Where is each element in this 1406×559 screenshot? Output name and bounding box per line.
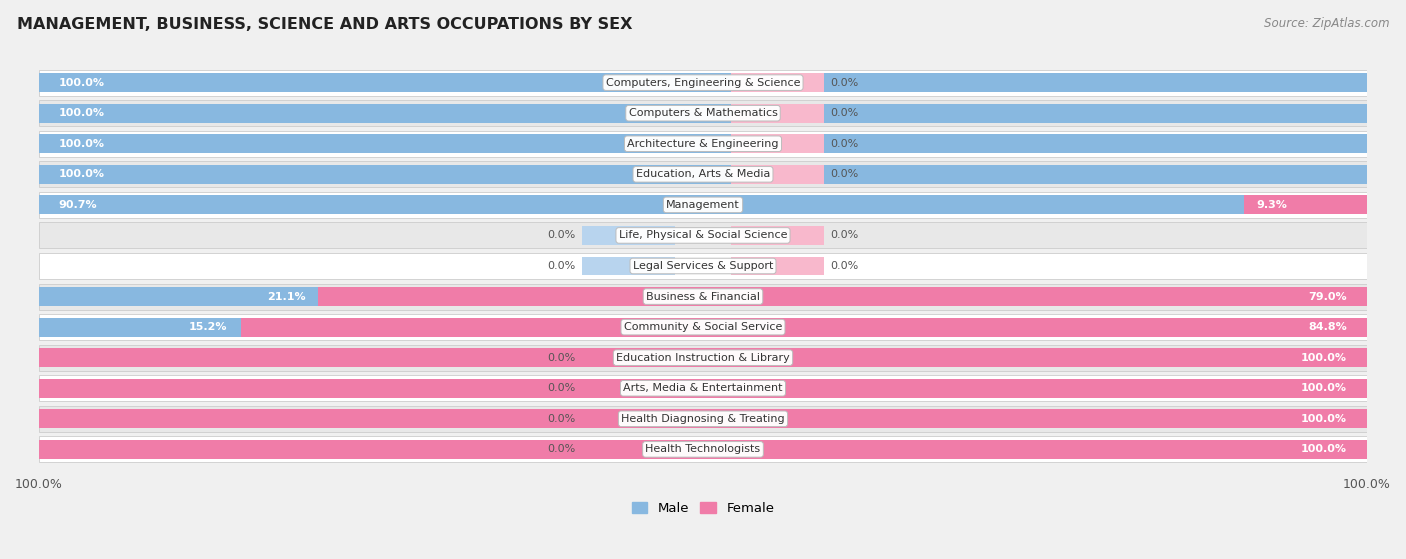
Text: Computers & Mathematics: Computers & Mathematics [628, 108, 778, 118]
Bar [39, 348, 1367, 367]
Text: 0.0%: 0.0% [547, 353, 575, 363]
Text: 0.0%: 0.0% [547, 261, 575, 271]
Bar [39, 379, 1367, 397]
Bar [39, 409, 1367, 428]
Bar [39, 318, 240, 337]
Bar [39, 375, 1367, 401]
Bar [582, 409, 675, 428]
Text: 0.0%: 0.0% [831, 108, 859, 118]
Bar [39, 440, 1367, 459]
Bar [39, 70, 1367, 96]
Bar [39, 192, 1367, 218]
Bar [582, 440, 675, 459]
Text: Health Technologists: Health Technologists [645, 444, 761, 454]
Bar [39, 287, 319, 306]
Text: Business & Financial: Business & Financial [645, 292, 761, 301]
Text: 0.0%: 0.0% [547, 444, 575, 454]
Text: Health Diagnosing & Treating: Health Diagnosing & Treating [621, 414, 785, 424]
Bar [39, 162, 1367, 187]
Text: 90.7%: 90.7% [59, 200, 97, 210]
Bar [582, 348, 675, 367]
Text: 100.0%: 100.0% [59, 169, 105, 179]
Text: Architecture & Engineering: Architecture & Engineering [627, 139, 779, 149]
Bar [731, 134, 824, 153]
Text: Education Instruction & Library: Education Instruction & Library [616, 353, 790, 363]
Text: 0.0%: 0.0% [831, 169, 859, 179]
Bar [39, 314, 1367, 340]
Bar [39, 406, 1367, 432]
Bar [39, 104, 1367, 122]
Bar [1243, 196, 1367, 214]
Bar [582, 257, 675, 276]
Text: 21.1%: 21.1% [267, 292, 307, 301]
Text: Life, Physical & Social Science: Life, Physical & Social Science [619, 230, 787, 240]
Bar [582, 226, 675, 245]
Text: 0.0%: 0.0% [831, 139, 859, 149]
Text: Education, Arts & Media: Education, Arts & Media [636, 169, 770, 179]
Text: 84.8%: 84.8% [1309, 322, 1347, 332]
Text: Arts, Media & Entertainment: Arts, Media & Entertainment [623, 383, 783, 393]
Bar [318, 287, 1367, 306]
Bar [39, 345, 1367, 371]
Text: Management: Management [666, 200, 740, 210]
Text: Source: ZipAtlas.com: Source: ZipAtlas.com [1264, 17, 1389, 30]
Text: 0.0%: 0.0% [547, 383, 575, 393]
Bar [731, 104, 824, 122]
Text: 0.0%: 0.0% [831, 230, 859, 240]
Bar [39, 165, 1367, 184]
Bar [39, 73, 1367, 92]
Text: 100.0%: 100.0% [1301, 383, 1347, 393]
Text: 100.0%: 100.0% [59, 139, 105, 149]
Bar [731, 73, 824, 92]
Text: Computers, Engineering & Science: Computers, Engineering & Science [606, 78, 800, 88]
Text: Legal Services & Support: Legal Services & Support [633, 261, 773, 271]
Bar [39, 437, 1367, 462]
Text: 100.0%: 100.0% [1301, 353, 1347, 363]
Text: 9.3%: 9.3% [1257, 200, 1288, 210]
Text: 0.0%: 0.0% [831, 261, 859, 271]
Bar [731, 165, 824, 184]
Text: MANAGEMENT, BUSINESS, SCIENCE AND ARTS OCCUPATIONS BY SEX: MANAGEMENT, BUSINESS, SCIENCE AND ARTS O… [17, 17, 633, 32]
Bar [39, 196, 1243, 214]
Text: 0.0%: 0.0% [547, 230, 575, 240]
Text: 100.0%: 100.0% [1301, 444, 1347, 454]
Bar [39, 131, 1367, 157]
Text: 100.0%: 100.0% [59, 108, 105, 118]
Text: 100.0%: 100.0% [59, 78, 105, 88]
Bar [731, 226, 824, 245]
Text: 0.0%: 0.0% [547, 414, 575, 424]
Text: Community & Social Service: Community & Social Service [624, 322, 782, 332]
Text: 0.0%: 0.0% [831, 78, 859, 88]
Bar [39, 283, 1367, 310]
Legend: Male, Female: Male, Female [627, 499, 779, 519]
Bar [39, 134, 1367, 153]
Bar [731, 257, 824, 276]
Bar [39, 222, 1367, 248]
Text: 100.0%: 100.0% [1301, 414, 1347, 424]
Bar [39, 253, 1367, 279]
Text: 15.2%: 15.2% [188, 322, 228, 332]
Bar [39, 100, 1367, 126]
Bar [582, 379, 675, 397]
Bar [240, 318, 1367, 337]
Text: 79.0%: 79.0% [1309, 292, 1347, 301]
